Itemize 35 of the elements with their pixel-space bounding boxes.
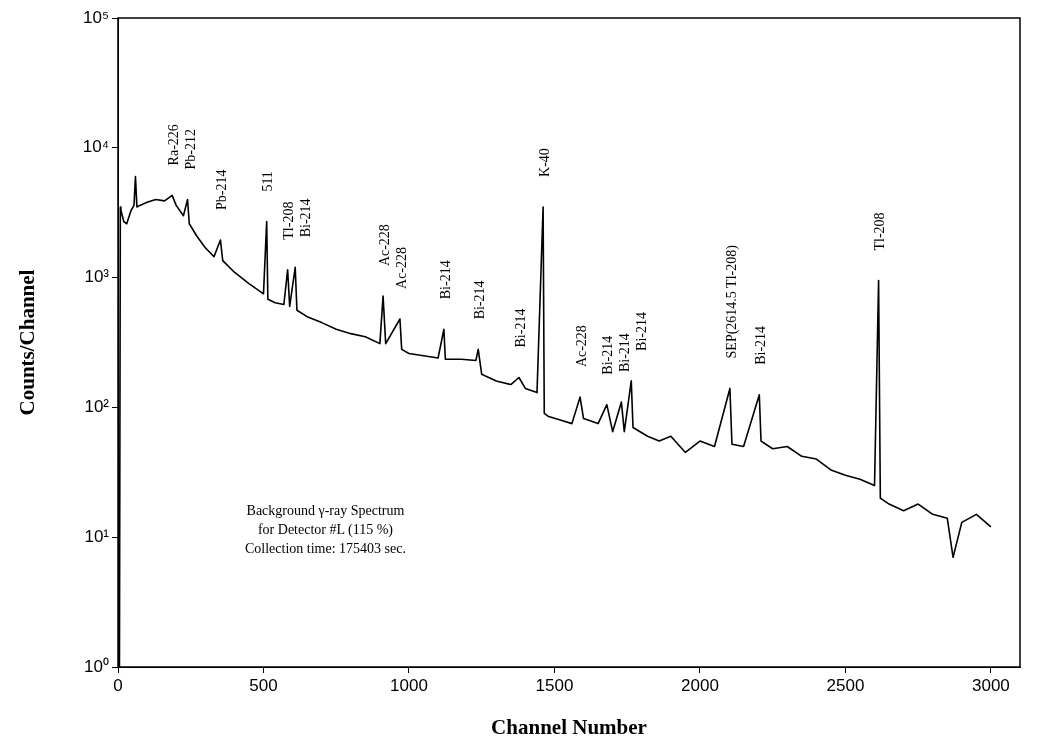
annotation: Ac-228 — [376, 224, 392, 267]
x-tick-label: 2000 — [681, 675, 719, 695]
y-tick-label: 10³ — [84, 267, 110, 287]
x-tick-label: 1500 — [535, 675, 574, 695]
annotation: Bi-214 — [752, 325, 768, 365]
y-axis-title: Counts/Channel — [15, 269, 40, 416]
annotation: Ac-228 — [573, 325, 589, 368]
annotation: Tl-208 — [281, 201, 297, 240]
y-tick-label: 10⁵ — [83, 7, 109, 27]
annotation: Ac-228 — [393, 246, 409, 289]
x-tick-label: 1000 — [390, 675, 428, 695]
annotation: Tl-208 — [872, 212, 888, 251]
x-tick-label: 3000 — [971, 675, 1010, 695]
annotation: SEP(2614.5 Tl-208) — [723, 244, 740, 359]
annotation: Bi-214 — [634, 312, 650, 351]
annotation: Bi-214 — [600, 335, 616, 375]
x-axis-title: Channel Number — [491, 714, 647, 739]
annotation: Ra-226 — [165, 124, 181, 166]
annotation: Bi-214 — [298, 198, 314, 238]
x-tick-label: 2500 — [826, 675, 865, 695]
y-tick-label: 10⁴ — [82, 137, 109, 157]
y-tick-label: 10⁰ — [84, 656, 109, 676]
annotation: Background γ-ray Spectrum for Detector #L (115 %) Collection time: 175403 sec. — [244, 503, 406, 557]
annotation: Pb-214 — [214, 169, 230, 210]
y-tick-label: 10¹ — [84, 526, 110, 546]
annotation: Pb-212 — [182, 129, 198, 170]
annotation: Bi-214 — [471, 280, 487, 320]
x-tick-label: 500 — [249, 675, 278, 695]
y-tick-label: 10² — [84, 397, 110, 417]
annotation: 511 — [260, 171, 276, 192]
annotation: Bi-214 — [437, 260, 453, 300]
x-tick-label: 0 — [113, 675, 123, 695]
annotation: Bi-214 — [617, 333, 633, 373]
annotation: Bi-214 — [512, 308, 528, 348]
annotation: K-40 — [536, 148, 552, 177]
